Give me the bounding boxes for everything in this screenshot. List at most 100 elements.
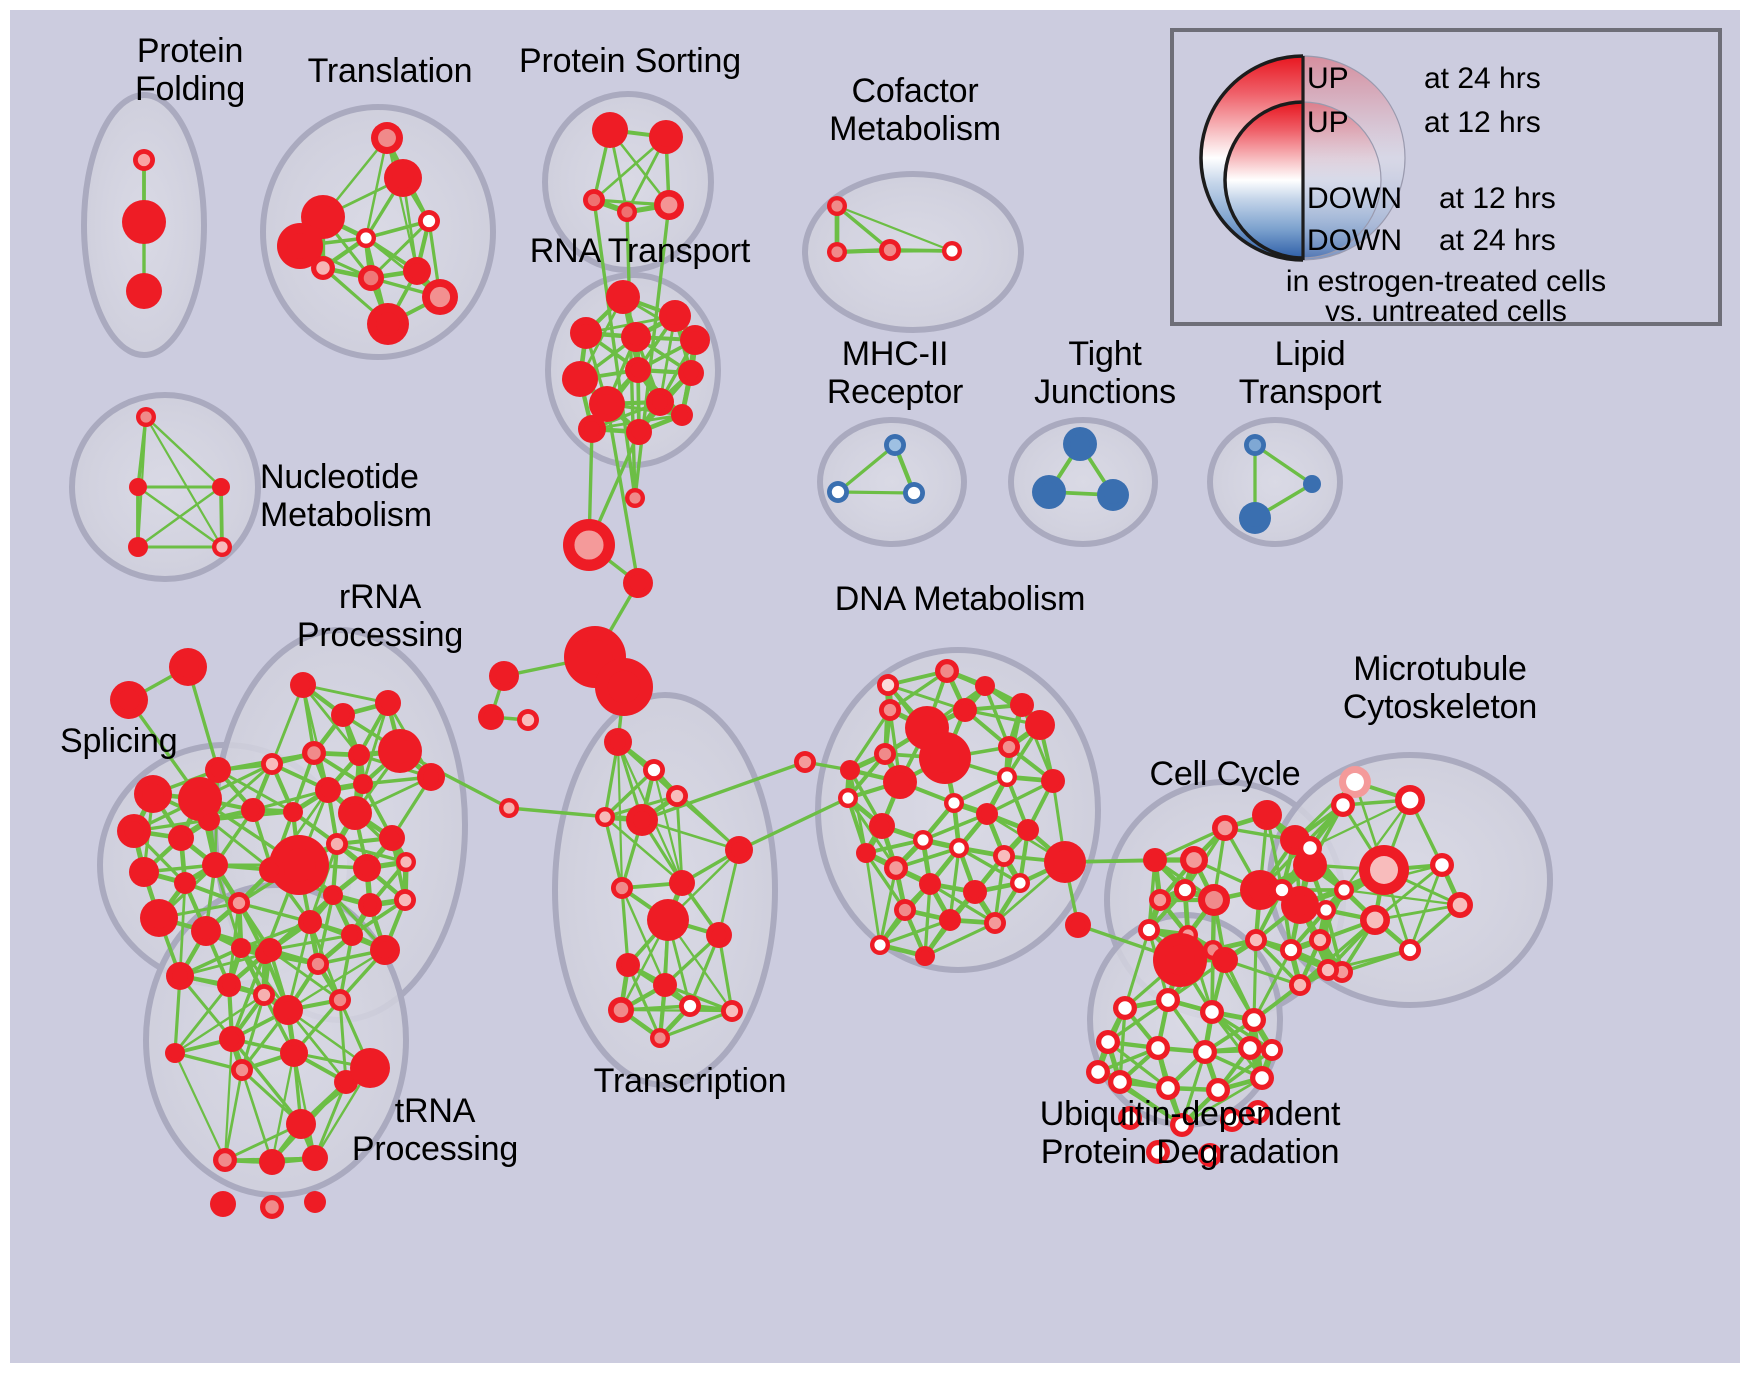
- network-node[interactable]: [110, 681, 148, 719]
- network-node[interactable]: [608, 997, 634, 1023]
- network-node[interactable]: [1146, 1140, 1170, 1164]
- network-node[interactable]: [1303, 475, 1321, 493]
- network-node[interactable]: [367, 303, 409, 345]
- network-node[interactable]: [341, 924, 363, 946]
- network-node[interactable]: [231, 938, 251, 958]
- network-node[interactable]: [1316, 900, 1336, 920]
- network-node[interactable]: [128, 537, 148, 557]
- network-node[interactable]: [794, 751, 816, 773]
- network-node[interactable]: [1331, 793, 1355, 817]
- network-node[interactable]: [375, 690, 401, 716]
- network-node[interactable]: [884, 856, 908, 880]
- network-node[interactable]: [671, 404, 693, 426]
- network-node[interactable]: [654, 190, 684, 220]
- network-node[interactable]: [1113, 996, 1137, 1020]
- network-node[interactable]: [623, 568, 653, 598]
- network-node[interactable]: [653, 973, 677, 997]
- network-node[interactable]: [302, 1145, 328, 1171]
- network-node[interactable]: [1153, 933, 1207, 987]
- network-node[interactable]: [1212, 815, 1238, 841]
- network-node[interactable]: [1239, 502, 1271, 534]
- network-node[interactable]: [626, 419, 652, 445]
- network-node[interactable]: [869, 813, 895, 839]
- network-node[interactable]: [827, 196, 847, 216]
- network-node[interactable]: [396, 852, 416, 872]
- network-node[interactable]: [122, 200, 166, 244]
- network-node[interactable]: [894, 899, 916, 921]
- network-node[interactable]: [241, 798, 265, 822]
- network-node[interactable]: [126, 273, 162, 309]
- network-node[interactable]: [595, 658, 653, 716]
- network-node[interactable]: [827, 242, 847, 262]
- network-node[interactable]: [277, 223, 323, 269]
- network-node[interactable]: [417, 763, 445, 791]
- network-node[interactable]: [326, 833, 348, 855]
- network-node[interactable]: [210, 1191, 236, 1217]
- network-node[interactable]: [583, 189, 605, 211]
- network-node[interactable]: [1271, 879, 1293, 901]
- network-node[interactable]: [626, 804, 658, 836]
- network-node[interactable]: [1198, 1143, 1222, 1167]
- network-node[interactable]: [589, 386, 625, 422]
- network-node[interactable]: [1096, 1030, 1120, 1054]
- network-node[interactable]: [617, 202, 637, 222]
- network-node[interactable]: [166, 962, 194, 990]
- network-node[interactable]: [1298, 836, 1322, 860]
- network-node[interactable]: [1138, 919, 1160, 941]
- network-node[interactable]: [646, 388, 674, 416]
- network-node[interactable]: [258, 938, 282, 962]
- network-node[interactable]: [358, 893, 382, 917]
- network-node[interactable]: [1293, 848, 1327, 882]
- network-node[interactable]: [1250, 1066, 1274, 1090]
- network-node[interactable]: [1309, 929, 1331, 951]
- network-node[interactable]: [939, 909, 961, 931]
- network-node[interactable]: [1212, 947, 1238, 973]
- network-node[interactable]: [311, 256, 335, 280]
- network-node[interactable]: [913, 830, 933, 850]
- network-node[interactable]: [1086, 1060, 1110, 1084]
- network-node[interactable]: [666, 785, 688, 807]
- network-node[interactable]: [1032, 475, 1066, 509]
- network-node[interactable]: [198, 809, 220, 831]
- network-node[interactable]: [1240, 870, 1280, 910]
- network-node[interactable]: [1289, 974, 1311, 996]
- network-node[interactable]: [647, 899, 689, 941]
- network-node[interactable]: [1334, 880, 1354, 900]
- network-node[interactable]: [1156, 1076, 1180, 1100]
- network-node[interactable]: [304, 1191, 326, 1213]
- network-node[interactable]: [604, 728, 632, 756]
- network-node[interactable]: [1044, 841, 1086, 883]
- network-node[interactable]: [394, 889, 416, 911]
- network-node[interactable]: [302, 741, 326, 765]
- network-node[interactable]: [259, 1149, 285, 1175]
- network-node[interactable]: [595, 807, 615, 827]
- network-node[interactable]: [213, 1148, 237, 1172]
- network-node[interactable]: [338, 796, 372, 830]
- network-node[interactable]: [168, 825, 194, 851]
- network-node[interactable]: [621, 322, 651, 352]
- network-node[interactable]: [129, 857, 159, 887]
- network-node[interactable]: [1200, 1000, 1224, 1024]
- network-node[interactable]: [273, 995, 303, 1025]
- network-node[interactable]: [1317, 959, 1339, 981]
- network-node[interactable]: [165, 1043, 185, 1063]
- network-node[interactable]: [1097, 479, 1129, 511]
- network-node[interactable]: [563, 519, 615, 571]
- network-node[interactable]: [650, 1028, 670, 1048]
- network-node[interactable]: [935, 659, 959, 683]
- network-node[interactable]: [1220, 1108, 1244, 1132]
- network-node[interactable]: [963, 880, 987, 904]
- network-node[interactable]: [1156, 988, 1180, 1012]
- network-node[interactable]: [874, 743, 896, 765]
- network-node[interactable]: [129, 478, 147, 496]
- network-node[interactable]: [329, 989, 351, 1011]
- network-node[interactable]: [140, 899, 178, 937]
- network-node[interactable]: [1198, 884, 1230, 916]
- network-node[interactable]: [998, 736, 1020, 758]
- network-node[interactable]: [379, 825, 405, 851]
- network-node[interactable]: [625, 488, 645, 508]
- network-node[interactable]: [721, 1000, 743, 1022]
- network-node[interactable]: [169, 648, 207, 686]
- network-node[interactable]: [592, 112, 628, 148]
- network-node[interactable]: [611, 877, 633, 899]
